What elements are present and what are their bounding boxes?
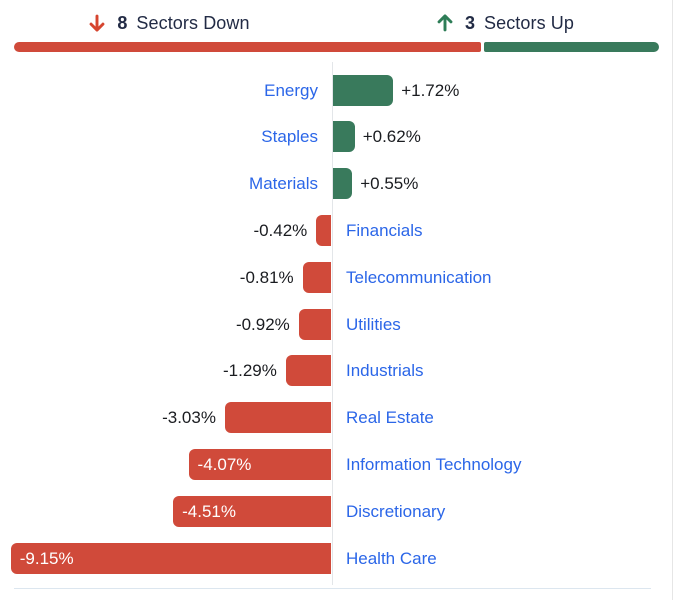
sector-row: Financials -0.42%: [0, 214, 672, 246]
sector-row: Industrials -1.29%: [0, 355, 672, 387]
sector-row: Energy +1.72%: [0, 74, 672, 106]
sector-bar[interactable]: [333, 121, 355, 153]
sector-change-value: +0.55%: [360, 174, 419, 194]
up-arrow-icon: [434, 11, 456, 35]
sector-row: Telecommunication -0.81%: [0, 261, 672, 293]
sector-change-value: -9.15%: [19, 548, 74, 568]
sector-change-value: -1.29%: [222, 361, 277, 381]
sector-name-link[interactable]: Information Technology: [346, 454, 522, 474]
sector-change-value: -0.81%: [239, 267, 294, 287]
sector-name-link[interactable]: Discretionary: [346, 501, 446, 521]
sector-row: Discretionary -4.51%: [0, 495, 672, 527]
sector-row: Staples +0.62%: [0, 121, 672, 153]
sector-bar[interactable]: [10, 542, 331, 574]
sector-bar[interactable]: [333, 74, 394, 106]
sector-bar[interactable]: [298, 308, 331, 340]
sector-name-link[interactable]: Utilities: [346, 314, 401, 334]
sector-row: Information Technology -4.07%: [0, 448, 672, 480]
sectors-up-count: 3: [464, 12, 475, 33]
down-ratio-segment: [14, 42, 481, 52]
sector-row: Materials +0.55%: [0, 168, 672, 200]
sector-name-link[interactable]: Health Care: [346, 548, 437, 568]
sector-change-value: -4.51%: [182, 501, 237, 521]
up-ratio-segment: [483, 42, 659, 52]
sector-row: Real Estate -3.03%: [0, 402, 672, 434]
down-arrow-icon: [86, 11, 108, 35]
sector-bar[interactable]: [333, 168, 353, 200]
sectors-down-count: 8: [117, 12, 128, 33]
sector-bar[interactable]: [302, 261, 331, 293]
sector-bar[interactable]: [188, 448, 331, 480]
zero-axis-line: [332, 62, 333, 585]
sector-change-value: -0.42%: [253, 220, 308, 240]
sector-name-link[interactable]: Energy: [264, 80, 318, 100]
sectors-down-label: Sectors Down: [136, 12, 250, 33]
sectors-down-summary: 8 Sectors Down: [0, 6, 336, 40]
sector-name-link[interactable]: Staples: [261, 127, 318, 147]
sector-bar[interactable]: [173, 495, 331, 527]
sector-change-value: -3.03%: [162, 408, 216, 428]
sector-name-link[interactable]: Financials: [346, 220, 423, 240]
sector-bar[interactable]: [316, 214, 331, 246]
sector-change-value: +1.72%: [401, 80, 460, 100]
sector-name-link[interactable]: Telecommunication: [346, 267, 492, 287]
sector-bar-chart: Energy +1.72% Staples +0.62% Materials +…: [0, 62, 672, 585]
sector-row: Health Care -9.15%: [0, 542, 672, 574]
sector-ratio-bar: [14, 42, 659, 52]
sector-name-link[interactable]: Real Estate: [346, 408, 434, 428]
sector-bar[interactable]: [285, 355, 331, 387]
sector-summary-header: 8 Sectors Down 3 Sectors Up: [0, 6, 672, 40]
sector-name-link[interactable]: Industrials: [346, 361, 424, 381]
sector-bar[interactable]: [224, 402, 331, 434]
sectors-up-summary: 3 Sectors Up: [336, 6, 672, 40]
sectors-up-label: Sectors Up: [483, 12, 575, 33]
sector-row: Utilities -0.92%: [0, 308, 672, 340]
sector-change-value: -0.92%: [235, 314, 290, 334]
sector-change-value: +0.62%: [362, 127, 421, 147]
sector-name-link[interactable]: Materials: [249, 174, 318, 194]
chart-bottom-border: [14, 588, 651, 589]
sector-change-value: -4.07%: [197, 454, 252, 474]
